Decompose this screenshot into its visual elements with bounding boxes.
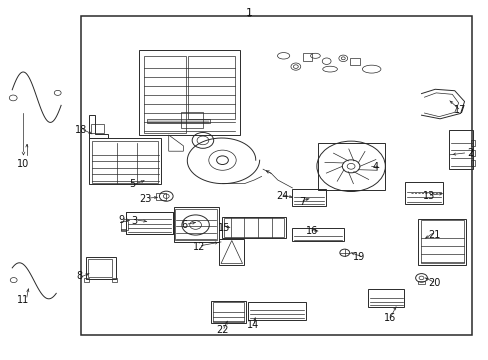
Text: 12: 12 [193, 242, 205, 252]
Bar [181, 112, 203, 128]
Bar [292, 228, 343, 241]
Bar [367, 289, 404, 307]
Bar [146, 119, 210, 123]
Bar [292, 189, 325, 206]
Text: 17: 17 [453, 105, 466, 115]
Bar [417, 219, 465, 265]
Bar [144, 56, 185, 133]
Text: 6: 6 [182, 220, 187, 230]
Bar [212, 302, 244, 322]
Bar [139, 50, 239, 135]
Text: 11: 11 [17, 294, 30, 305]
Text: 10: 10 [17, 159, 30, 169]
Text: 18: 18 [74, 125, 87, 135]
Bar [219, 239, 244, 265]
Bar [420, 220, 463, 263]
Text: 15: 15 [217, 222, 230, 233]
Text: 14: 14 [246, 320, 259, 330]
Bar [173, 207, 218, 242]
Bar [448, 130, 472, 169]
Bar [121, 221, 128, 230]
Bar [470, 160, 474, 166]
Text: 5: 5 [129, 179, 135, 189]
Bar [121, 229, 126, 231]
Text: 1: 1 [245, 8, 252, 18]
Bar [88, 259, 112, 277]
Bar [92, 141, 158, 183]
Bar [248, 302, 305, 320]
Bar [470, 140, 474, 146]
Bar [91, 124, 103, 133]
Text: 16: 16 [305, 226, 318, 236]
Bar [81, 16, 471, 335]
Bar [222, 217, 285, 238]
Text: 24: 24 [276, 191, 288, 201]
Bar [211, 301, 246, 323]
Text: 21: 21 [427, 230, 440, 240]
Text: 20: 20 [427, 278, 440, 288]
Text: 23: 23 [139, 194, 152, 204]
Text: 16: 16 [383, 312, 396, 323]
Bar [126, 212, 172, 234]
Text: 7: 7 [299, 197, 305, 207]
Text: 8: 8 [77, 271, 82, 282]
Text: 13: 13 [422, 191, 435, 201]
Text: 3: 3 [131, 216, 137, 226]
Bar [188, 56, 234, 119]
Text: 22: 22 [216, 325, 228, 336]
Bar [349, 58, 360, 65]
Bar [85, 257, 116, 279]
Bar [404, 182, 442, 204]
Bar [112, 278, 117, 282]
Bar [224, 218, 283, 237]
Bar [317, 143, 385, 190]
Bar [303, 53, 311, 61]
Text: 19: 19 [352, 252, 365, 262]
Text: 2: 2 [467, 148, 472, 158]
Text: 9: 9 [118, 215, 124, 225]
Bar [84, 278, 89, 282]
Text: 4: 4 [372, 162, 378, 172]
Bar [89, 138, 161, 184]
Bar [417, 281, 425, 284]
Bar [155, 193, 166, 200]
Bar [175, 209, 216, 240]
Bar [470, 150, 474, 156]
Bar [126, 212, 172, 234]
